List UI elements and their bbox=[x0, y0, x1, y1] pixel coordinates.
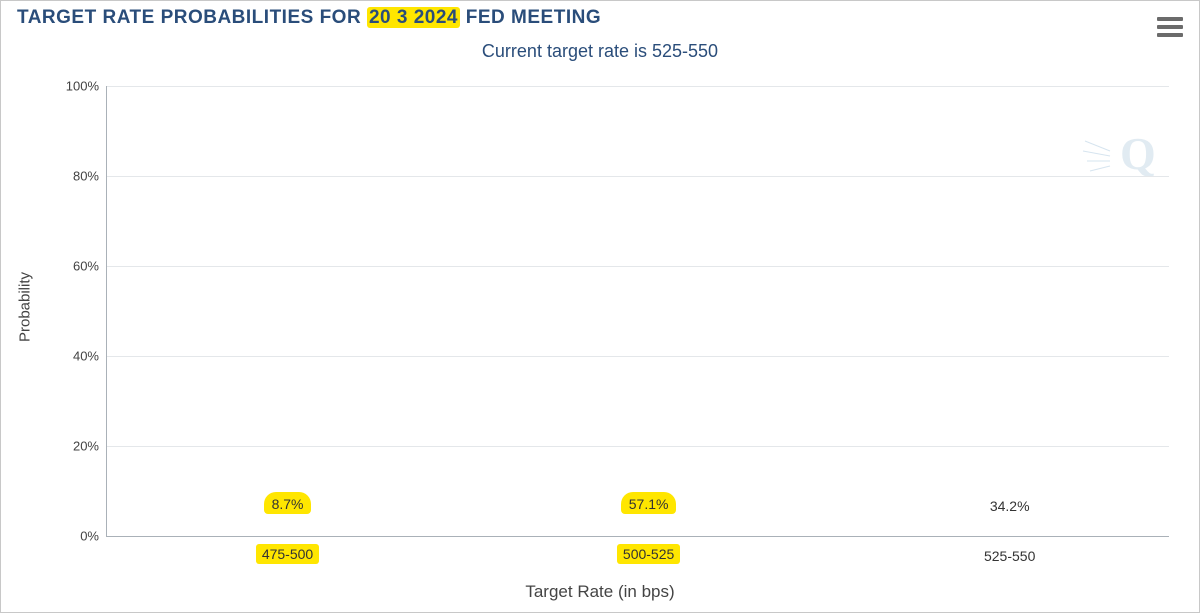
chart-subtitle: Current target rate is 525-550 bbox=[1, 41, 1199, 62]
x-tick-label: 475-500 bbox=[233, 544, 343, 564]
chart-menu-icon[interactable] bbox=[1157, 13, 1183, 39]
gridline bbox=[107, 176, 1169, 177]
chart-title: TARGET RATE PROBABILITIES FOR 20 3 2024 … bbox=[17, 7, 601, 29]
gridline bbox=[107, 266, 1169, 267]
y-tick-label: 20% bbox=[51, 439, 99, 454]
watermark-logo: Q bbox=[1075, 111, 1155, 191]
x-tick-label: 500-525 bbox=[594, 544, 704, 564]
plot-area: Q 0%20%40%60%80%100%8.7%475-50057.1%500-… bbox=[106, 86, 1169, 537]
title-date-highlight: 20 3 2024 bbox=[367, 7, 460, 28]
title-prefix: TARGET RATE PROBABILITIES FOR bbox=[17, 7, 367, 28]
gridline bbox=[107, 86, 1169, 87]
x-tick-label: 525-550 bbox=[955, 548, 1065, 564]
y-axis-label: Probability bbox=[17, 271, 34, 341]
bar-value-label: 57.1% bbox=[594, 492, 704, 514]
bar-value-label: 8.7% bbox=[233, 492, 343, 514]
y-tick-label: 80% bbox=[51, 169, 99, 184]
x-axis-label: Target Rate (in bps) bbox=[1, 582, 1199, 602]
y-tick-label: 60% bbox=[51, 259, 99, 274]
svg-text:Q: Q bbox=[1120, 128, 1155, 179]
y-tick-label: 40% bbox=[51, 349, 99, 364]
y-tick-label: 100% bbox=[51, 79, 99, 94]
chart-frame: TARGET RATE PROBABILITIES FOR 20 3 2024 … bbox=[0, 0, 1200, 613]
bar-value-label: 34.2% bbox=[955, 498, 1065, 514]
title-suffix: FED MEETING bbox=[460, 7, 601, 28]
gridline bbox=[107, 446, 1169, 447]
gridline bbox=[107, 356, 1169, 357]
y-tick-label: 0% bbox=[51, 529, 99, 544]
